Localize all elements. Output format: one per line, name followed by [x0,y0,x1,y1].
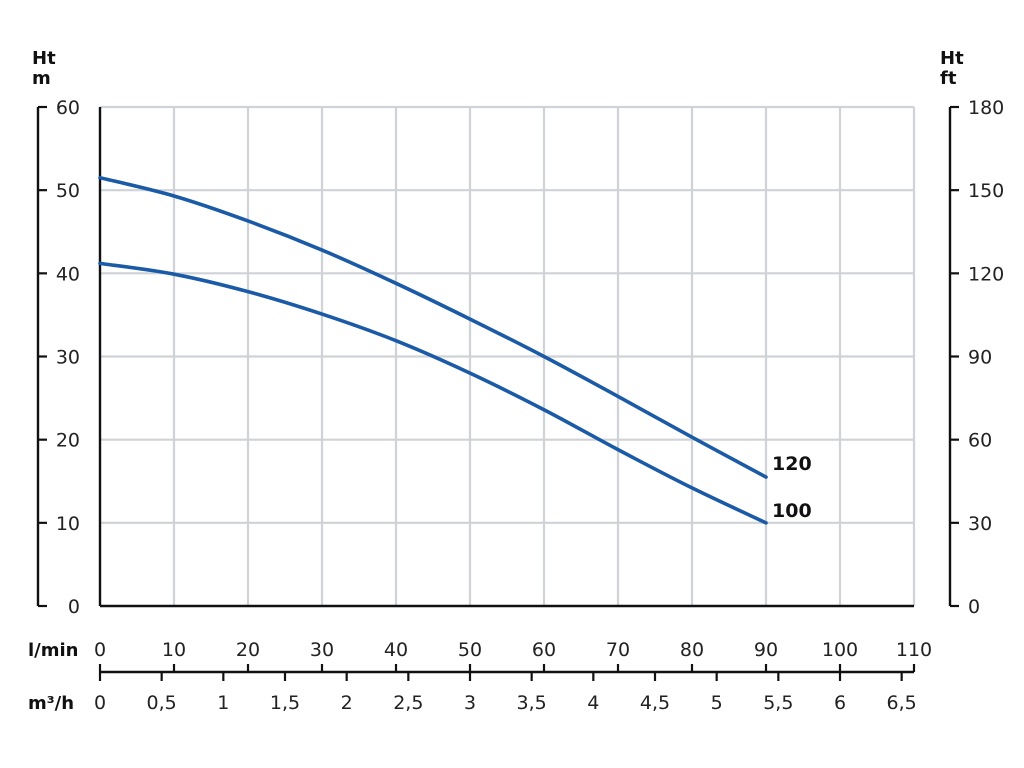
x-m3h-tick-label: 4 [587,692,599,714]
x-lmin-tick-label: 30 [310,639,334,661]
x-m3h-tick-label: 6,5 [887,692,917,714]
x-m3h-tick-label: 1,5 [270,692,300,714]
y-left-tick-label: 10 [56,513,80,535]
y-right-tick-label: 150 [968,180,1004,202]
series-line-100 [98,261,768,525]
x-m3h-label: m³/h [28,693,74,714]
x-lmin-label: l/min [28,640,78,661]
y-right-tick-label: 120 [968,263,1004,285]
x-lmin-tick-label: 0 [94,639,106,661]
y-right-tick-label: 30 [968,513,992,535]
x-m3h-tick-label: 5,5 [763,692,793,714]
x-m3h-tick-label: 3 [464,692,476,714]
y-left-tick-label: 0 [68,596,80,618]
y-right-tick-label: 0 [968,596,980,618]
y-left-tick-label: 60 [56,97,80,119]
y-right-tick-label: 90 [968,347,992,369]
x-m3h-tick-label: 3,5 [517,692,547,714]
x-m3h-tick-label: 6 [834,692,846,714]
x-m3h-tick-label: 2,5 [393,692,423,714]
x-m3h-tick-label: 0 [94,692,106,714]
y-right-label-line1: Ht [940,48,964,69]
y-right-tick-label: 60 [968,430,992,452]
x-m3h-tick-label: 2 [341,692,353,714]
x-m3h-tick-label: 1 [217,692,229,714]
x-lmin-tick-label: 20 [236,639,260,661]
x-m3h-tick-label: 4,5 [640,692,670,714]
y-right-tick-label: 180 [968,97,1004,119]
x-lmin-tick-label: 10 [162,639,186,661]
y-left-tick-label: 50 [56,180,80,202]
grid [100,105,916,606]
series-line-120 [98,175,768,479]
series-lines [98,175,768,525]
x-lmin-tick-label: 40 [384,639,408,661]
x-lmin-tick-label: 60 [532,639,556,661]
y-left-tick-label: 40 [56,263,80,285]
y-left-label-line2: m [32,68,51,89]
x-lmin-tick-label: 110 [896,639,932,661]
x-lmin-tick-label: 50 [458,639,482,661]
y-left-tick-label: 20 [56,430,80,452]
series-label-120: 120 [772,453,812,475]
x-m3h-tick-label: 5 [711,692,723,714]
y-left-label-line1: Ht [32,48,56,69]
x-lmin-tick-label: 70 [606,639,630,661]
x-lmin-tick-label: 100 [822,639,858,661]
y-left-tick-label: 30 [56,347,80,369]
x-m3h-tick-label: 0,5 [147,692,177,714]
y-right-label-line2: ft [940,68,957,89]
series-label-100: 100 [772,500,812,522]
x-lmin-tick-label: 80 [680,639,704,661]
x-lmin-tick-label: 90 [754,639,778,661]
